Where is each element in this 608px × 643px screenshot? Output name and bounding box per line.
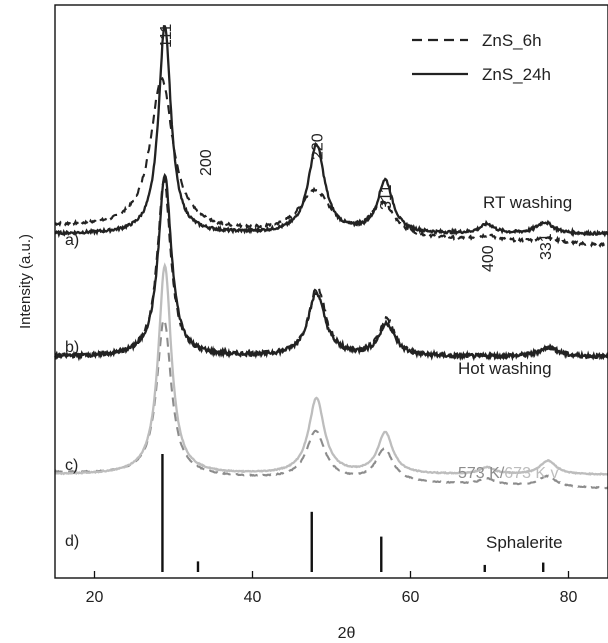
annotations: a) RT washing b) Hot washing c) 573 K/673 K v…	[65, 24, 572, 552]
series-line-b-zns-24h	[54, 172, 608, 362]
peak-label-331: 331	[538, 233, 555, 260]
peak-label-111: 111	[158, 24, 175, 48]
series-line-c-573-k	[54, 318, 608, 490]
panel-name: 573 K/673 K v	[458, 465, 559, 482]
legend-label: ZnS_24h	[482, 65, 551, 84]
panel-label: a)	[65, 232, 79, 249]
series-line-c-673-k	[54, 262, 608, 476]
panel-label: b)	[65, 339, 79, 356]
panel-name-part: 673 K v	[504, 465, 558, 482]
peak-label-311: 311	[378, 184, 395, 210]
x-tick-label: 80	[560, 589, 578, 606]
panel-name: RT washing	[483, 193, 572, 212]
panel-name: Hot washing	[458, 359, 552, 378]
x-tick-label: 20	[86, 589, 104, 606]
panel-name-part: 573 K/	[458, 465, 505, 482]
peak-label-220: 220	[309, 133, 326, 160]
legend-label: ZnS_6h	[482, 31, 542, 50]
plot-area	[54, 25, 608, 572]
series-line-a-zns-24h	[54, 25, 608, 239]
y-axis-label: Intensity (a.u.)	[17, 234, 34, 329]
x-tick-label: 60	[402, 589, 420, 606]
panel-label: d)	[65, 533, 79, 550]
panel-label: c)	[65, 457, 78, 474]
x-axis-label: 2θ	[338, 625, 356, 642]
legend: ZnS_6h ZnS_24h	[412, 31, 551, 84]
panel-name: Sphalerite	[486, 533, 563, 552]
x-tick-label: 40	[244, 589, 262, 606]
peak-label-400: 400	[480, 245, 497, 272]
peak-label-200: 200	[198, 149, 215, 176]
x-axis-ticks: 20 40 60 80	[86, 571, 578, 606]
axes-frame	[54, 4, 608, 579]
